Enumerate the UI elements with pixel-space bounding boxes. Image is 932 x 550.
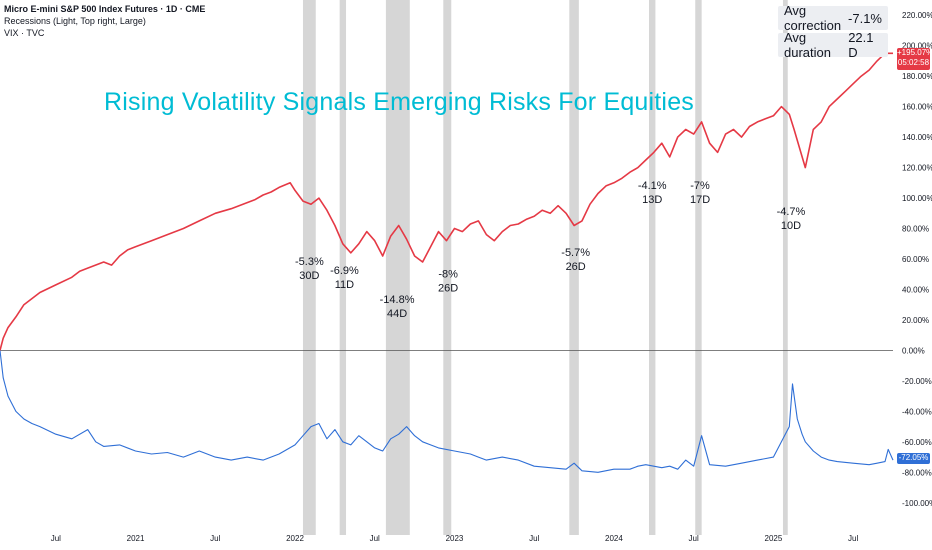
correction-band-4	[443, 0, 452, 535]
y-tick-label: 100.00%	[902, 194, 932, 203]
correction-label-1: -5.3% 30D	[295, 256, 324, 282]
x-tick-label: Jul	[51, 534, 61, 543]
x-tick-label: Jul	[529, 534, 539, 543]
y-tick-label: 80.00%	[902, 225, 929, 234]
correction-annotations: -5.3% 30D -6.9% 11D -14.8% 44D -8% 26D -5.7% 26D -…	[295, 180, 806, 320]
x-tick-label: 2025	[765, 534, 783, 543]
correction-label-5: -5.7% 26D	[561, 247, 590, 273]
legend-symbol[interactable]: Micro E-mini S&P 500 Index Futures · 1D …	[4, 4, 206, 14]
y-tick-label: 220.00%	[902, 11, 932, 20]
chart-legend: Micro E-mini S&P 500 Index Futures · 1D …	[4, 3, 205, 39]
y-tick-label: -40.00%	[902, 407, 932, 416]
x-tick-label: Jul	[689, 534, 699, 543]
y-tick-label: 0.00%	[902, 346, 925, 355]
y-tick-label: 60.00%	[902, 255, 929, 264]
x-tick-label: 2024	[605, 534, 623, 543]
y-tick-label: 160.00%	[902, 103, 932, 112]
avg-correction-row: Avg correction -7.1%	[778, 3, 888, 33]
y-tick-label: 180.00%	[902, 72, 932, 81]
y-tick-label: 20.00%	[902, 316, 929, 325]
vix-last-pct: -72.05%	[898, 453, 929, 462]
correction-band-6	[649, 0, 656, 535]
y-axis: 220.00% 200.00% 180.00% 160.00% 140.00% 120.0…	[902, 11, 932, 508]
avg-duration-value: 22.1 D	[848, 30, 874, 60]
correction-label-8: -4.7% 10D	[777, 206, 806, 232]
correction-band-3	[385, 0, 410, 535]
avg-correction-label: Avg correction	[784, 3, 842, 33]
y-tick-label: -80.00%	[902, 468, 932, 477]
y-tick-label: 140.00%	[902, 133, 932, 142]
price-series-line	[0, 52, 893, 351]
vix-last-badge: -72.05%	[897, 453, 930, 464]
correction-label-7: -7% 17D	[690, 180, 710, 206]
x-tick-label: 2022	[286, 534, 304, 543]
correction-band-5	[569, 0, 579, 535]
stats-table: Avg correction -7.1% Avg duration 22.1 D	[778, 3, 888, 60]
correction-band-1	[302, 0, 316, 535]
correction-band-7	[695, 0, 702, 535]
x-tick-label: 2023	[446, 534, 464, 543]
legend-recessions[interactable]: Recessions (Light, Top right, Large)	[4, 16, 146, 26]
x-axis: Jul 2021 Jul 2022 Jul 2023 Jul 2024 Jul 2025 Jul	[51, 534, 859, 543]
correction-band-2	[339, 0, 347, 535]
y-tick-label: 40.00%	[902, 285, 929, 294]
correction-label-2: -6.9% 11D	[330, 265, 359, 291]
correction-bands	[302, 0, 788, 535]
correction-label-3: -14.8% 44D	[380, 294, 415, 320]
chart-headline: Rising Volatility Signals Emerging Risks…	[104, 88, 694, 116]
legend-vix[interactable]: VIX · TVC	[4, 28, 45, 38]
correction-label-4: -8% 26D	[438, 268, 458, 294]
x-tick-label: Jul	[848, 534, 858, 543]
correction-band-8	[782, 0, 788, 535]
x-tick-label: Jul	[370, 534, 380, 543]
y-tick-label: -20.00%	[902, 377, 932, 386]
y-tick-label: 200.00%	[902, 42, 932, 51]
price-last-pct: +195.07%	[897, 48, 932, 57]
vix-series-line	[0, 350, 894, 473]
price-last-time: 05:02:58	[897, 58, 930, 67]
avg-duration-label: Avg duration	[784, 30, 831, 60]
avg-correction-value: -7.1%	[848, 10, 882, 26]
x-tick-label: 2021	[127, 534, 145, 543]
y-tick-label: 120.00%	[902, 164, 932, 173]
price-last-badge: +195.07% 05:02:58	[897, 48, 932, 70]
series-layer	[0, 52, 894, 473]
x-tick-label: Jul	[210, 534, 220, 543]
y-tick-label: -60.00%	[902, 438, 932, 447]
avg-duration-row: Avg duration 22.1 D	[778, 30, 888, 60]
correction-label-6: -4.1% 13D	[638, 180, 667, 206]
y-tick-label: -100.00%	[902, 499, 932, 508]
